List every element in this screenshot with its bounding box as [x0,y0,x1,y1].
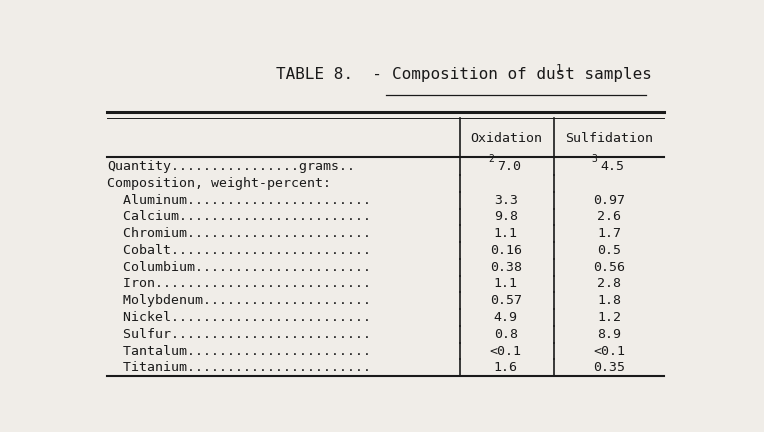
Text: Quantity................grams..: Quantity................grams.. [107,160,355,173]
Text: Cobalt.........................: Cobalt......................... [107,244,371,257]
Text: 4.9: 4.9 [494,311,518,324]
Text: 0.38: 0.38 [490,261,522,274]
Text: 7.0: 7.0 [497,160,521,173]
Text: 2.8: 2.8 [597,277,621,290]
Text: 2.6: 2.6 [597,210,621,223]
Text: 1.8: 1.8 [597,294,621,307]
Text: <0.1: <0.1 [490,345,522,358]
Text: Tantalum.......................: Tantalum....................... [107,345,371,358]
Text: Columbium......................: Columbium...................... [107,261,371,274]
Text: 3.3: 3.3 [494,194,518,206]
Text: Sulfur.........................: Sulfur......................... [107,328,371,341]
Text: Nickel.........................: Nickel......................... [107,311,371,324]
Text: 1: 1 [556,64,563,74]
Text: 0.56: 0.56 [594,261,626,274]
Text: 1.7: 1.7 [597,227,621,240]
Text: 3: 3 [592,154,597,164]
Text: 0.97: 0.97 [594,194,626,206]
Text: 0.5: 0.5 [597,244,621,257]
Text: 0.16: 0.16 [490,244,522,257]
Text: Composition of dust samples: Composition of dust samples [392,67,652,82]
Text: 1.2: 1.2 [597,311,621,324]
Text: 8.9: 8.9 [597,328,621,341]
Text: 1.6: 1.6 [494,361,518,374]
Text: Titanium.......................: Titanium....................... [107,361,371,374]
Text: 0.35: 0.35 [594,361,626,374]
Text: 9.8: 9.8 [494,210,518,223]
Text: 1.1: 1.1 [494,227,518,240]
Text: 4.5: 4.5 [601,160,624,173]
Text: <0.1: <0.1 [594,345,626,358]
Text: Oxidation: Oxidation [470,132,542,145]
Text: Calcium........................: Calcium........................ [107,210,371,223]
Text: Aluminum.......................: Aluminum....................... [107,194,371,206]
Text: 2: 2 [488,154,494,164]
Text: Molybdenum.....................: Molybdenum..................... [107,294,371,307]
Text: Sulfidation: Sulfidation [565,132,653,145]
Text: Chromium.......................: Chromium....................... [107,227,371,240]
Text: 1.1: 1.1 [494,277,518,290]
Text: Composition, weight-percent:: Composition, weight-percent: [107,177,332,190]
Text: 0.8: 0.8 [494,328,518,341]
Text: TABLE 8.  -: TABLE 8. - [276,67,392,82]
Text: 0.57: 0.57 [490,294,522,307]
Text: Iron...........................: Iron........................... [107,277,371,290]
